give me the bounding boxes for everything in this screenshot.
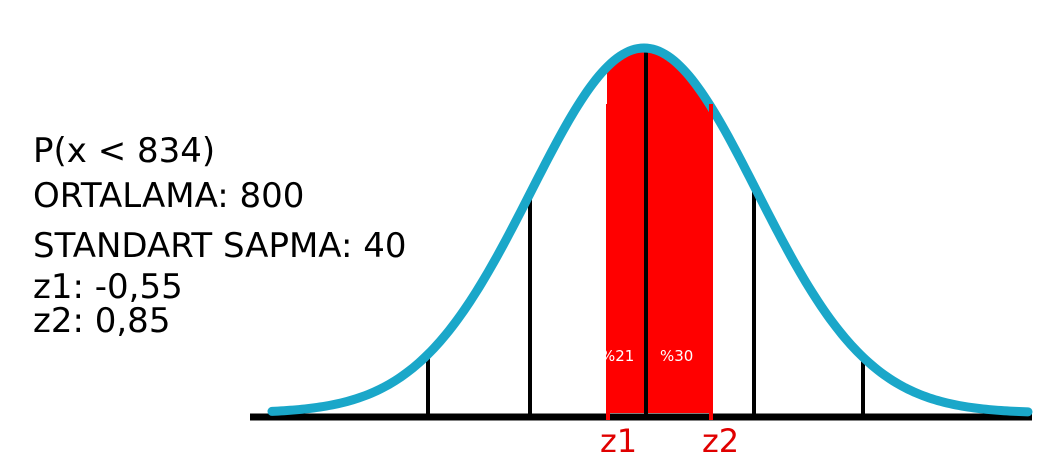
right-area-percent: %30 [660,347,693,365]
std-lines [426,51,865,417]
std-label: STANDART SAPMA: 40 [33,226,407,266]
z1-marker-label: z1 [600,422,637,460]
mean-label: ORTALAMA: 800 [33,176,305,216]
left-area-percent: %21 [601,347,634,365]
shaded-area-left [607,48,646,413]
z2-value-label: z2: 0,85 [33,301,171,341]
shaded-area-right [646,48,712,414]
probability-expression: P(x < 834) [33,131,216,171]
bell-curve [267,43,1033,417]
z1-value-label: z1: -0,55 [33,267,183,307]
z2-marker-label: z2 [702,422,739,460]
